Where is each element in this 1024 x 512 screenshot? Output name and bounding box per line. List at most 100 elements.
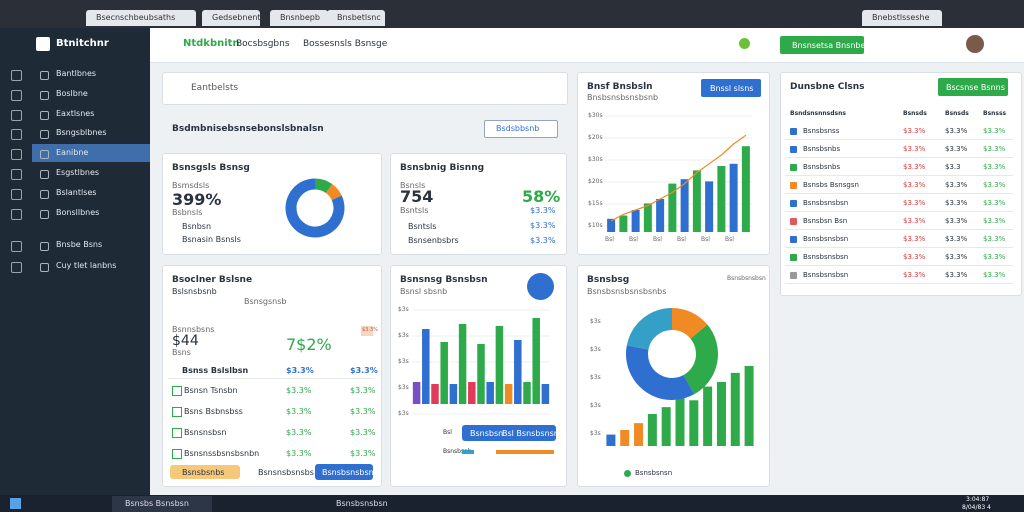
nav-icon	[40, 210, 49, 219]
card-title: Bnsf Bnsbsln	[587, 82, 653, 92]
legend: Bsnsbsnsn	[635, 469, 673, 477]
rail-icon	[11, 70, 22, 81]
column-header: Bsnsds	[945, 110, 969, 117]
donut-segment	[626, 308, 673, 351]
button-label[interactable]: Bnssl slsns	[710, 84, 754, 93]
card	[162, 72, 568, 105]
footer: Bsl	[443, 429, 452, 436]
cell: $3.3%	[945, 235, 968, 243]
nav-item[interactable]: Boslbne	[56, 89, 88, 98]
tab-label[interactable]: Bsecnschbeubsaths	[96, 13, 176, 22]
row-divider	[785, 247, 1013, 248]
rail-icon	[11, 189, 22, 200]
nav-icon	[40, 71, 49, 80]
nav-item[interactable]: Bnsbe Bsns	[56, 240, 103, 249]
row-icon	[172, 449, 182, 459]
bar	[675, 395, 685, 446]
nav-item[interactable]: Eanibne	[56, 148, 89, 157]
donut-segment	[671, 308, 708, 340]
nav-link[interactable]: Bossesnsls Bsnsge	[303, 39, 388, 49]
bar	[468, 382, 476, 404]
nav-icon	[40, 130, 49, 139]
search-placeholder[interactable]: Eantbelsts	[191, 83, 239, 93]
list-header: Bsnss Bslslbsn	[182, 366, 249, 375]
bar	[477, 344, 485, 404]
section-title: Bsdmbnisebsnsebonslsbnalsn	[172, 124, 324, 134]
nav-item[interactable]: Eaxtlsnes	[56, 109, 95, 118]
pill-label[interactable]: Bsnsbsn	[470, 429, 504, 438]
pill	[170, 465, 240, 479]
bar	[458, 324, 467, 404]
tab-label[interactable]: Gedsebnenthoe	[212, 13, 276, 22]
x-label: Bsl	[677, 236, 686, 243]
cell: $3.3%	[903, 145, 926, 153]
axis-label: $3s	[398, 384, 409, 391]
cell: Bsnsbsnsbsn	[803, 235, 849, 243]
bar	[643, 203, 652, 232]
pill-label[interactable]: Bsl Bsnsbsnsn	[502, 429, 559, 438]
cell: $3.3%	[983, 181, 1006, 189]
bar	[504, 384, 513, 404]
label: Bsnnsbsns	[172, 325, 215, 334]
axis-label: $3s	[398, 332, 409, 339]
task-label[interactable]: Bsnsbs Bsnsbsn	[125, 499, 189, 508]
nav-item[interactable]: Bslantlses	[56, 188, 97, 197]
cell: $3.3%	[286, 407, 312, 416]
tab-label[interactable]: Bnebstlsseshe	[872, 13, 930, 22]
legend: Bsnbsn	[182, 222, 212, 231]
cell: $3.3%	[945, 145, 968, 153]
cell: $3.3%	[945, 253, 968, 261]
card	[780, 72, 1022, 296]
cell: $3.3%	[903, 181, 926, 189]
row-divider	[785, 157, 1013, 158]
donut-segment	[626, 345, 695, 400]
tab-label[interactable]: Bnsbetlsnc	[337, 13, 381, 22]
header-button-label[interactable]: Bnsnsetsa Bnsnben	[792, 41, 871, 50]
bar	[729, 163, 738, 232]
button-label[interactable]: Bscsnse Bsnns	[946, 83, 1005, 92]
row-icon	[790, 200, 797, 207]
cell: $3.3%	[945, 217, 968, 225]
row-icon	[790, 128, 797, 135]
cell: Bsns Bsbnsbss	[184, 407, 243, 416]
pill-label[interactable]: Bsnsbsnsbsn	[322, 468, 374, 477]
nav-link[interactable]: Bocsbsgbns	[236, 39, 290, 49]
bar	[705, 181, 714, 232]
pill-label[interactable]: Bsnsbsnbs	[182, 468, 225, 477]
donut-segment	[285, 178, 345, 238]
x-label: Bsl	[653, 236, 662, 243]
axis-label: $15s	[588, 200, 603, 207]
nav-item[interactable]: Bonsllbnes	[56, 208, 100, 217]
nav-item[interactable]: Bsngsblbnes	[56, 128, 107, 137]
tab-label[interactable]: Bnsnbepb	[280, 13, 320, 22]
row-divider	[785, 175, 1013, 176]
bar	[730, 372, 740, 446]
nav-icon	[40, 263, 49, 272]
cell: $3.3%	[945, 271, 968, 279]
nav-item[interactable]: Cuy tlet lanbns	[56, 261, 117, 270]
status-dot	[739, 38, 750, 49]
axis-label: $3s	[590, 318, 601, 325]
sub: Bsns	[172, 348, 191, 357]
card-title: Bsnsgsls Bsnsg	[172, 163, 250, 173]
cell: $3.3%	[983, 163, 1006, 171]
card	[390, 153, 567, 255]
tab	[862, 10, 942, 26]
row-divider	[785, 211, 1013, 212]
nav-item[interactable]: Esgstlbnes	[56, 168, 100, 177]
nav-item[interactable]: Bantlbnes	[56, 69, 97, 78]
pill-label[interactable]: Bsnsnsbsnsbs	[258, 468, 314, 477]
column-header: Bsnsds	[903, 110, 927, 117]
bar	[523, 382, 531, 404]
task-label[interactable]: Bsnsbsnsbsn	[336, 499, 388, 508]
cell: $3.3%	[983, 145, 1006, 153]
panel-button	[938, 78, 1008, 96]
section-button-label[interactable]: Bsdsbbsnb	[496, 124, 540, 133]
row-icon	[790, 164, 797, 171]
cell: $3.3%	[286, 428, 312, 437]
sub: Bsbnsls	[172, 208, 203, 217]
pill	[462, 425, 556, 441]
item: Bsnsenbsbrs	[408, 236, 459, 245]
axis-label: $3s	[590, 374, 601, 381]
